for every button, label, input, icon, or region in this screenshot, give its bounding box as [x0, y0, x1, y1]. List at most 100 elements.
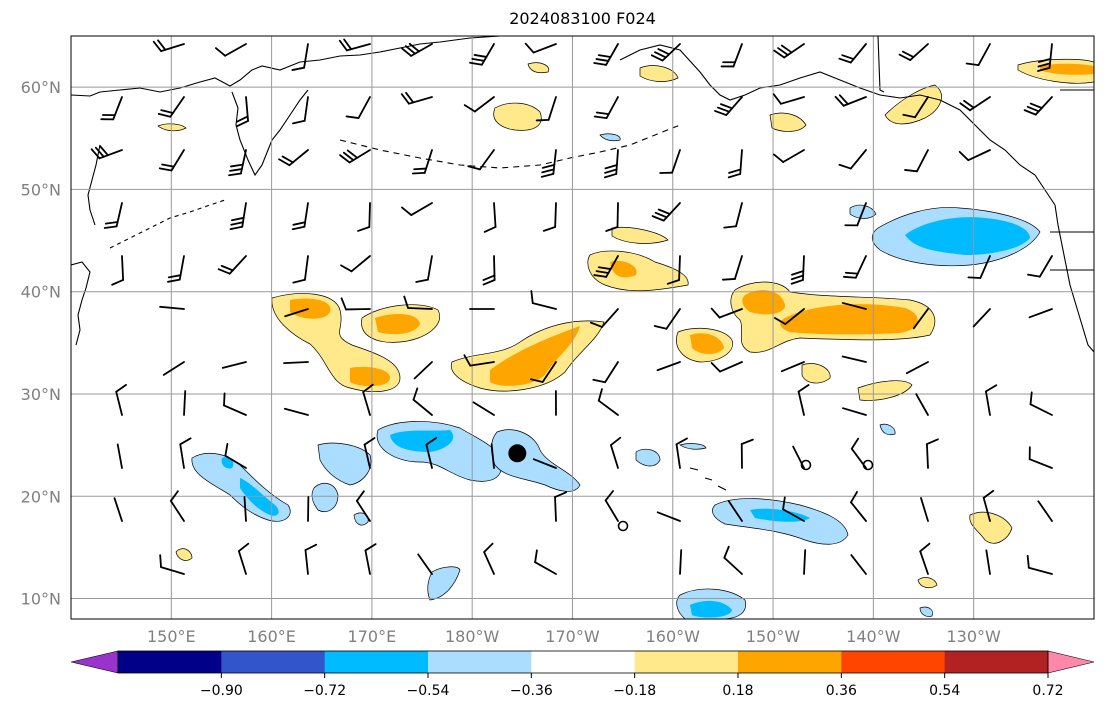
wind-barb [483, 202, 497, 233]
wind-barb [650, 43, 681, 62]
wind-barb [278, 149, 309, 167]
positive-anomaly-core [290, 298, 331, 319]
lon-label: 150°W [746, 627, 801, 646]
negative-anomaly-area [919, 606, 934, 617]
wind-barb [217, 255, 247, 275]
wind-barb [727, 149, 743, 179]
hawaii-islands [689, 467, 727, 491]
positive-anomaly-core [780, 304, 918, 335]
lon-label: 170°W [545, 627, 600, 646]
lon-label: 150°E [147, 627, 196, 646]
colorbar-tick-label: −0.18 [613, 683, 656, 699]
wind-barb [597, 388, 619, 416]
colorbar-over-arrow [1047, 650, 1095, 674]
wind-barb [920, 497, 929, 522]
wind-barb [653, 308, 681, 330]
wind-barb [834, 94, 867, 107]
canada-border [877, 36, 1094, 271]
wind-barb [183, 390, 187, 416]
colorbar-segment [634, 651, 739, 673]
longitude-labels: 150°E 160°E 170°E 180°W 170°W 160°W 150°W 140°W… [147, 627, 1001, 646]
lon-label: 160°E [247, 627, 296, 646]
wind-barb [412, 387, 433, 416]
lon-label: 170°E [348, 627, 397, 646]
negative-anomaly-area [879, 423, 896, 436]
wind-barb [400, 42, 433, 57]
colorbar-tick-label: 0.36 [826, 683, 857, 699]
negative-anomaly-core [690, 600, 732, 618]
calm-circle [862, 459, 874, 471]
wind-barb [179, 437, 192, 469]
wind-barb [292, 255, 309, 284]
wind-barb [659, 149, 681, 174]
wind-barb [720, 43, 743, 68]
map-frame [70, 35, 1095, 620]
sakhalin-coastline [87, 144, 101, 226]
lat-label: 10°N [21, 590, 61, 609]
wind-barb [524, 42, 557, 54]
wind-barb [467, 149, 495, 171]
wind-barb [283, 361, 309, 365]
wind-barb [113, 497, 123, 522]
wind-barb [237, 542, 250, 575]
wind-barb [593, 43, 619, 66]
wind-barb [965, 43, 991, 66]
lat-label: 50°N [21, 180, 61, 199]
wind-barb [243, 496, 247, 522]
colorbar-under-arrow [70, 650, 119, 674]
wind-barb [159, 305, 185, 310]
lon-label: 130°W [946, 627, 1001, 646]
wind-barb [152, 39, 185, 53]
wind-barb [740, 438, 754, 469]
wind-barb [463, 96, 495, 113]
positive-anomaly-area [917, 577, 938, 589]
wind-barb [842, 407, 867, 416]
wind-barb [283, 407, 309, 416]
wind-barb [482, 255, 496, 286]
wind-barb [915, 393, 929, 416]
wind-barb [604, 490, 619, 522]
negative-anomaly-area [427, 566, 461, 601]
wind-barb [593, 96, 619, 120]
wind-barb [339, 149, 371, 164]
wind-barb [229, 202, 247, 231]
wind-barb [167, 255, 185, 283]
positive-anomaly-area [801, 363, 831, 384]
lat-label: 20°N [21, 487, 61, 506]
wind-barb [589, 308, 619, 328]
lon-label: 180°W [445, 627, 500, 646]
wind-barb [780, 361, 805, 373]
positive-anomaly-area [769, 112, 807, 132]
calm-circle [800, 459, 812, 471]
positive-anomaly-area [857, 380, 913, 401]
wind-barb [841, 302, 867, 310]
wind-barb [772, 93, 805, 105]
positive-anomaly-core [610, 260, 637, 278]
positive-anomaly-area [493, 102, 542, 131]
colorbar-tick-label: 0.72 [1032, 683, 1063, 699]
wind-barb [304, 543, 318, 575]
colorbar-segment [841, 651, 946, 673]
wind-barb [292, 96, 309, 125]
wind-barb [593, 255, 619, 278]
latitude-labels: 60°N 50°N 40°N 30°N 20°N 10°N [21, 78, 61, 608]
negative-anomaly-area [353, 512, 369, 526]
wind-barb [790, 255, 805, 285]
wind-barb [902, 96, 929, 119]
wind-barb [926, 438, 939, 469]
positive-anomaly-core [742, 290, 786, 315]
wind-barb [490, 443, 495, 469]
wind-barb [417, 553, 433, 575]
wind-barb [357, 202, 371, 232]
negative-anomaly-area [599, 133, 621, 142]
wind-barb [972, 308, 991, 328]
wind-barb [345, 96, 371, 119]
wind-barb [1026, 554, 1053, 575]
wind-barb [842, 255, 867, 279]
positive-anomaly-area [527, 62, 550, 74]
negative-anomaly-core [390, 430, 454, 452]
colorbar-tick-label: −0.90 [200, 683, 243, 699]
positive-anomaly-core [1040, 63, 1094, 75]
wind-barb [1028, 446, 1053, 469]
negative-anomaly-area [635, 448, 661, 467]
